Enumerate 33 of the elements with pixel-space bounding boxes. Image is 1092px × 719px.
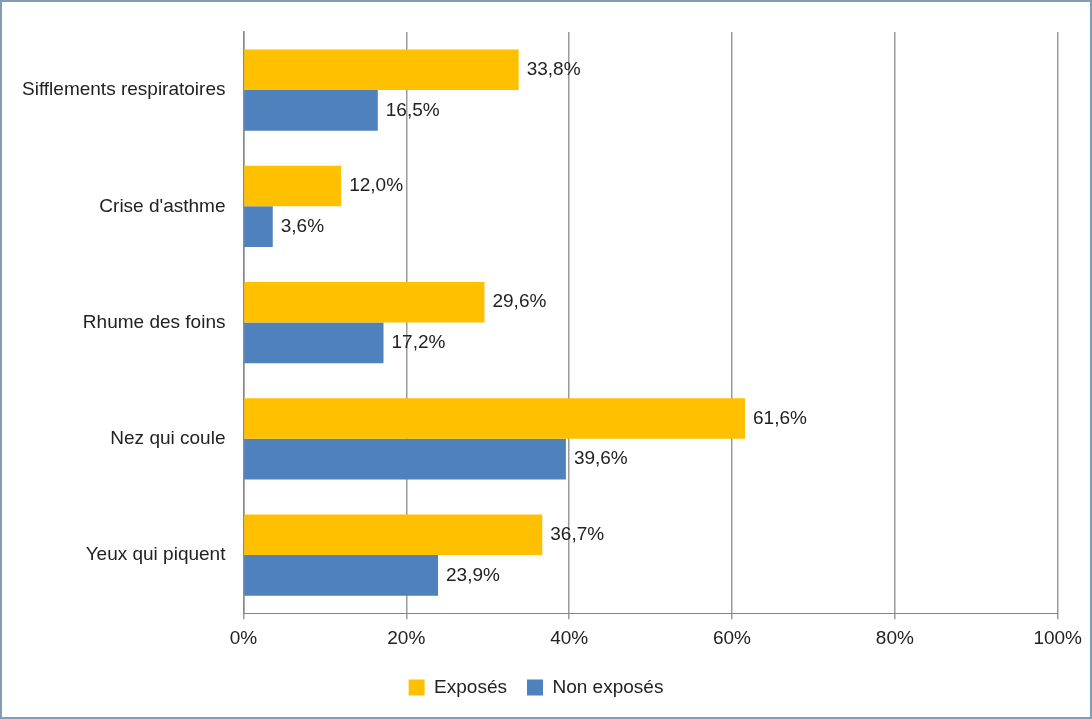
x-tick-label: 100% [1033,626,1083,648]
x-tick-label: 80% [875,626,914,648]
bar [244,281,485,323]
data-label: 16,5% [385,98,440,120]
y-tick-label: Sifflements respiratoires [22,78,226,100]
data-label: 23,9% [446,563,501,585]
legend-label: Exposés [434,675,507,697]
x-tick-label: 20% [387,626,426,648]
data-label: 39,6% [573,447,628,469]
data-label: 61,6% [753,406,808,428]
bar [244,49,519,91]
bar [244,514,543,556]
x-tick-label: 60% [712,626,752,648]
bar [244,165,342,207]
y-tick-label: Crise d'asthme [99,194,226,216]
bar [244,206,273,248]
y-tick-label: Nez qui coule [110,427,226,449]
x-tick-label: 40% [550,626,589,648]
data-label: 3,6% [280,214,325,236]
bar [244,555,439,596]
bar [244,90,378,131]
data-label: 33,8% [526,58,581,80]
x-tick-label: 0% [229,626,258,648]
y-tick-label: Rhume des foins [82,310,226,332]
legend-label: Non exposés [552,675,664,697]
bar [244,398,746,439]
bar [244,322,384,364]
data-label: 12,0% [349,174,404,196]
data-label: 29,6% [492,290,547,312]
bar [244,438,566,480]
data-label: 36,7% [550,522,605,544]
data-label: 17,2% [391,331,446,353]
y-tick-label: Yeux qui piquent [85,543,227,565]
